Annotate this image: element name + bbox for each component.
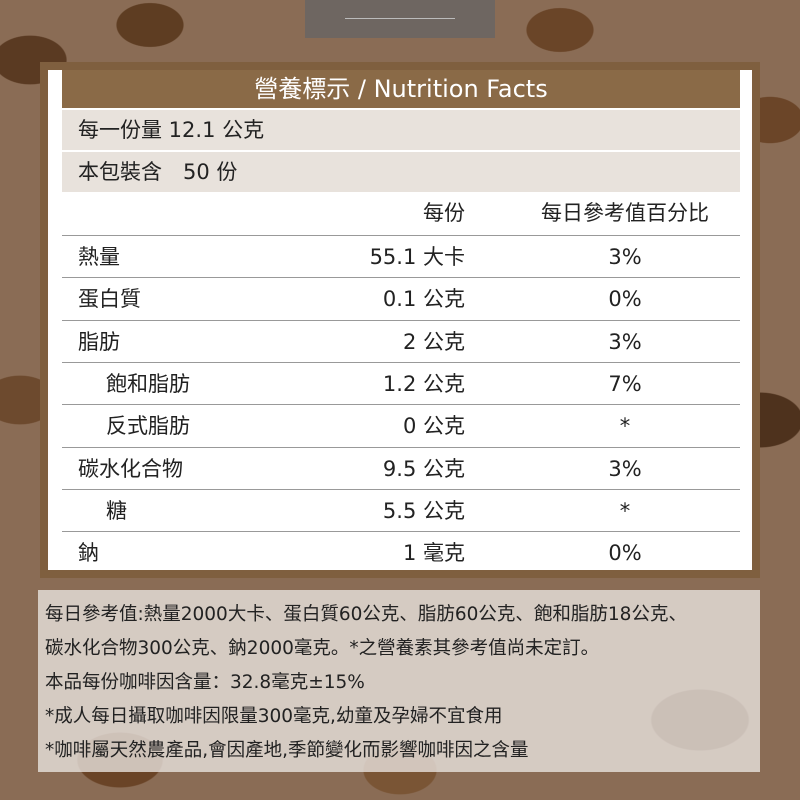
column-header: 每日參考值百分比 bbox=[541, 201, 709, 225]
nutrient-row: 鈉 1 毫克 0% bbox=[62, 531, 740, 574]
nutrient-row: 脂肪 2 公克 3% bbox=[62, 319, 740, 363]
nutrient-daily: 3% bbox=[608, 456, 642, 481]
package-servings: 本包裝含 50 份 bbox=[62, 152, 740, 192]
nutrient-name: 飽和脂肪 bbox=[106, 371, 190, 396]
notes-box bbox=[38, 590, 760, 772]
nutrient-name: 糖 bbox=[106, 498, 127, 523]
nutrient-daily: 3% bbox=[608, 329, 642, 354]
nutrient-name: 鈉 bbox=[78, 541, 99, 566]
nutrient-daily: 0% bbox=[608, 541, 642, 566]
nutrient-row: 糖 5.5 公克 * bbox=[62, 488, 740, 532]
nutrient-row: 熱量 55.1 大卡 3% bbox=[62, 235, 740, 278]
nutrient-name: 碳水化合物 bbox=[78, 456, 183, 481]
nutrient-daily: 7% bbox=[608, 371, 642, 396]
nutrient-name: 脂肪 bbox=[78, 329, 120, 354]
nutrient-name: 蛋白質 bbox=[78, 287, 141, 312]
nutrient-amount: 0.1 公克 bbox=[382, 287, 465, 312]
nutrient-name: 熱量 bbox=[78, 245, 120, 269]
nutrient-amount: 2 公克 bbox=[402, 329, 465, 354]
serving-size: 每一份量 12.1 公克 bbox=[62, 110, 740, 150]
nutrient-amount: 55.1 大卡 bbox=[369, 245, 465, 269]
nutrient-daily: 3% bbox=[608, 245, 642, 269]
panel-title: 營養標示 / Nutrition Facts bbox=[62, 70, 740, 108]
nutrient-amount: 5.5 公克 bbox=[382, 498, 465, 523]
nutrient-daily: * bbox=[619, 414, 631, 439]
footnote: *咖啡屬天然農產品,會因產地,季節變化而影響咖啡因之含量 bbox=[45, 740, 529, 761]
footnote: 碳水化合物300公克、鈉2000毫克。*之營養素其參考值尚未定訂。 bbox=[45, 638, 600, 659]
nutrient-row: 反式脂肪 0 公克 * bbox=[62, 404, 740, 447]
nutrient-name: 反式脂肪 bbox=[106, 414, 190, 439]
nutrient-row: 飽和脂肪 1.2 公克 7% bbox=[62, 361, 740, 405]
nutrient-amount: 9.5 公克 bbox=[382, 456, 465, 481]
column-header: 每份 bbox=[423, 201, 465, 225]
table-header: 每份 每日參考值百分比 bbox=[62, 192, 740, 234]
nutrient-row: 蛋白質 0.1 公克 0% bbox=[62, 277, 740, 320]
top-bar-line bbox=[345, 18, 455, 19]
nutrient-row: 碳水化合物 9.5 公克 3% bbox=[62, 446, 740, 490]
nutrient-amount: 0 公克 bbox=[402, 414, 465, 439]
top-bar bbox=[305, 0, 495, 38]
nutrient-daily: * bbox=[619, 498, 631, 523]
footnote: 本品每份咖啡因含量：32.8毫克±15% bbox=[45, 672, 365, 693]
nutrient-amount: 1 毫克 bbox=[402, 541, 465, 566]
footnote: *成人每日攝取咖啡因限量300毫克,幼童及孕婦不宜食用 bbox=[45, 706, 503, 727]
nutrient-amount: 1.2 公克 bbox=[382, 371, 465, 396]
footnote: 每日參考值:熱量2000大卡、蛋白質60公克、脂肪60公克、飽和脂肪18公克、 bbox=[45, 604, 687, 625]
nutrient-daily: 0% bbox=[608, 287, 642, 312]
